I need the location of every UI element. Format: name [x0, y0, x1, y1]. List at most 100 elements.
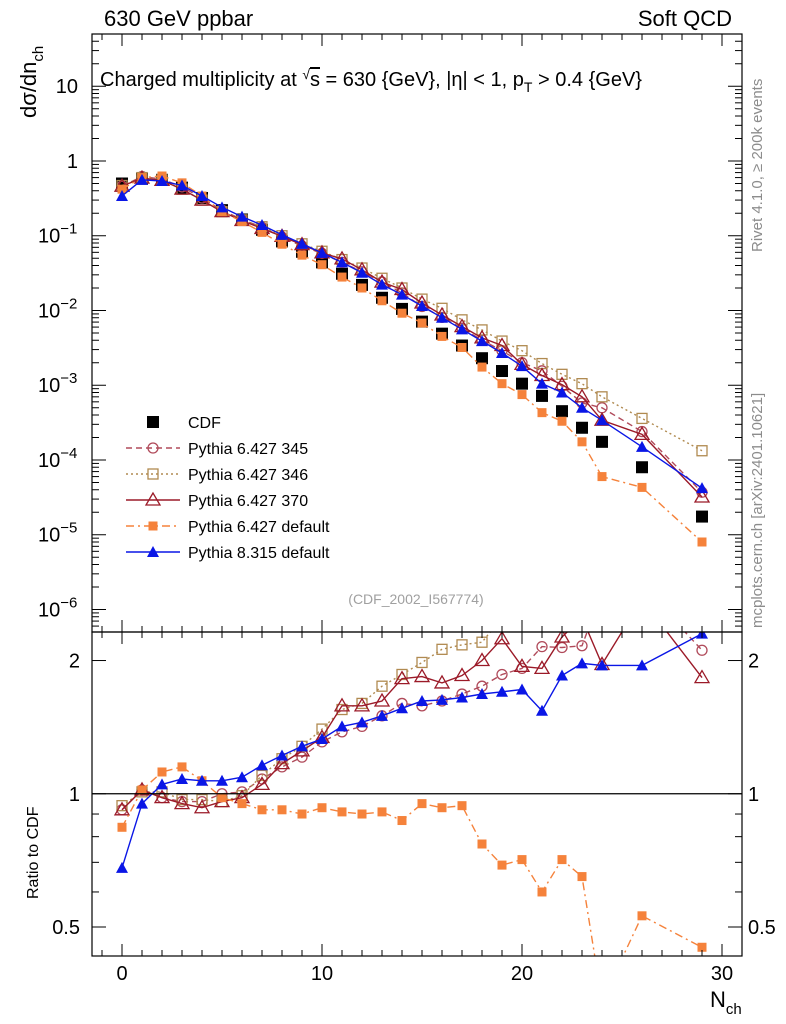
rivet-version-label: Rivet 4.1.0, ≥ 200k events	[749, 79, 766, 252]
x-tick-label: 30	[711, 963, 733, 985]
data-point	[476, 324, 488, 336]
legend-item-cdf: CDF	[147, 415, 221, 432]
data-point	[176, 179, 188, 191]
ratio-point	[253, 776, 271, 791]
data-point	[633, 426, 651, 441]
ratio-point	[696, 644, 708, 656]
data-point	[536, 389, 548, 402]
series-p6def	[117, 171, 707, 547]
ratio-point	[337, 807, 347, 817]
ratio-point	[493, 632, 511, 645]
data-point	[556, 405, 568, 418]
series-line-p6def	[121, 175, 703, 543]
legend-item-p345: Pythia 6.427 345	[126, 441, 308, 458]
ratio-point	[137, 785, 147, 795]
ratio-point	[597, 522, 607, 532]
data-point	[596, 414, 608, 426]
data-point	[476, 352, 488, 365]
ratio-point	[393, 670, 411, 685]
ratio-point	[436, 693, 448, 705]
ratio-point	[536, 704, 548, 716]
ratio-point	[697, 942, 707, 952]
ratio-point	[476, 636, 488, 648]
ratio-point	[116, 861, 128, 873]
y-tick-label: 10−5	[38, 520, 77, 547]
ratio-point	[336, 720, 348, 732]
y-tick-label: 1	[67, 151, 78, 173]
ratio-point	[516, 683, 528, 695]
ratio-point	[697, 399, 707, 409]
legend-label: Pythia 6.427 345	[188, 441, 308, 458]
data-point	[637, 482, 647, 492]
series-line-p346	[121, 176, 703, 452]
ratio-point	[173, 795, 191, 810]
data-point	[636, 461, 648, 474]
ratio-y-tick-label-right: 1	[748, 784, 759, 806]
ratio-point	[136, 797, 148, 809]
ratio-point	[497, 860, 507, 870]
data-point	[573, 388, 591, 403]
data-point	[693, 488, 711, 503]
data-point	[556, 368, 568, 380]
data-point	[236, 210, 248, 222]
mcplots-label: mcplots.cern.ch [arXiv:2401.10621]	[749, 393, 766, 628]
ratio-point	[537, 598, 547, 608]
ratio-point	[416, 656, 428, 669]
ratio-point	[376, 709, 388, 721]
ratio-point	[153, 789, 171, 804]
ratio-point	[497, 613, 507, 623]
ratio-line-p6def	[121, 766, 703, 956]
ratio-point	[376, 680, 388, 692]
data-point	[516, 377, 528, 390]
analysis-id-watermark: (CDF_2002_I567774)	[348, 591, 483, 607]
ratio-point	[176, 772, 188, 784]
ratio-point	[693, 669, 711, 684]
series-p346	[116, 171, 708, 457]
data-point	[397, 308, 407, 318]
x-tick-label: 10	[311, 963, 333, 985]
ratio-point	[433, 674, 451, 689]
y-tick-label: 10−3	[38, 370, 77, 397]
data-point	[517, 390, 527, 400]
ratio-point	[217, 793, 227, 803]
ratio-point	[457, 801, 467, 811]
data-point	[257, 227, 267, 237]
ratio-point	[356, 716, 368, 728]
ratio-point	[276, 749, 288, 761]
y-tick-label: 10	[56, 76, 78, 98]
ratio-point	[377, 807, 387, 817]
ratio-point	[553, 632, 571, 643]
ratio-point	[456, 691, 468, 703]
data-point	[216, 201, 228, 213]
ratio-point	[117, 822, 127, 832]
ratio-point	[576, 640, 588, 652]
ratio-point	[533, 660, 551, 675]
legend-item-p6def: Pythia 6.427 default	[126, 519, 330, 536]
ratio-point	[256, 759, 268, 771]
data-point	[576, 378, 588, 390]
data-point	[477, 362, 487, 372]
ratio-point	[437, 803, 447, 813]
ratio-line-p346	[121, 632, 492, 807]
x-tick-label: 20	[511, 963, 533, 985]
data-point	[196, 190, 208, 202]
ratio-point	[416, 695, 428, 707]
legend-item-p8def: Pythia 8.315 default	[126, 545, 330, 562]
ratio-point	[196, 774, 208, 786]
y-axis-label: dσ/dnch	[16, 46, 47, 118]
ratio-point	[637, 581, 647, 591]
ratio-y-axis-label: Ratio to CDF	[25, 806, 42, 899]
data-point	[516, 345, 528, 357]
data-point	[557, 416, 567, 426]
data-point	[537, 408, 547, 418]
ratio-point	[577, 527, 587, 537]
ratio-point	[397, 816, 407, 826]
y-tick-label: 10−2	[38, 295, 77, 322]
ratio-y-tick-label: 1	[69, 784, 80, 806]
ratio-point	[273, 755, 291, 770]
ratio-point	[353, 697, 371, 712]
data-point	[556, 386, 568, 398]
data-point	[596, 435, 608, 448]
ratio-series-p8def	[116, 632, 708, 873]
ratio-point	[476, 688, 488, 700]
